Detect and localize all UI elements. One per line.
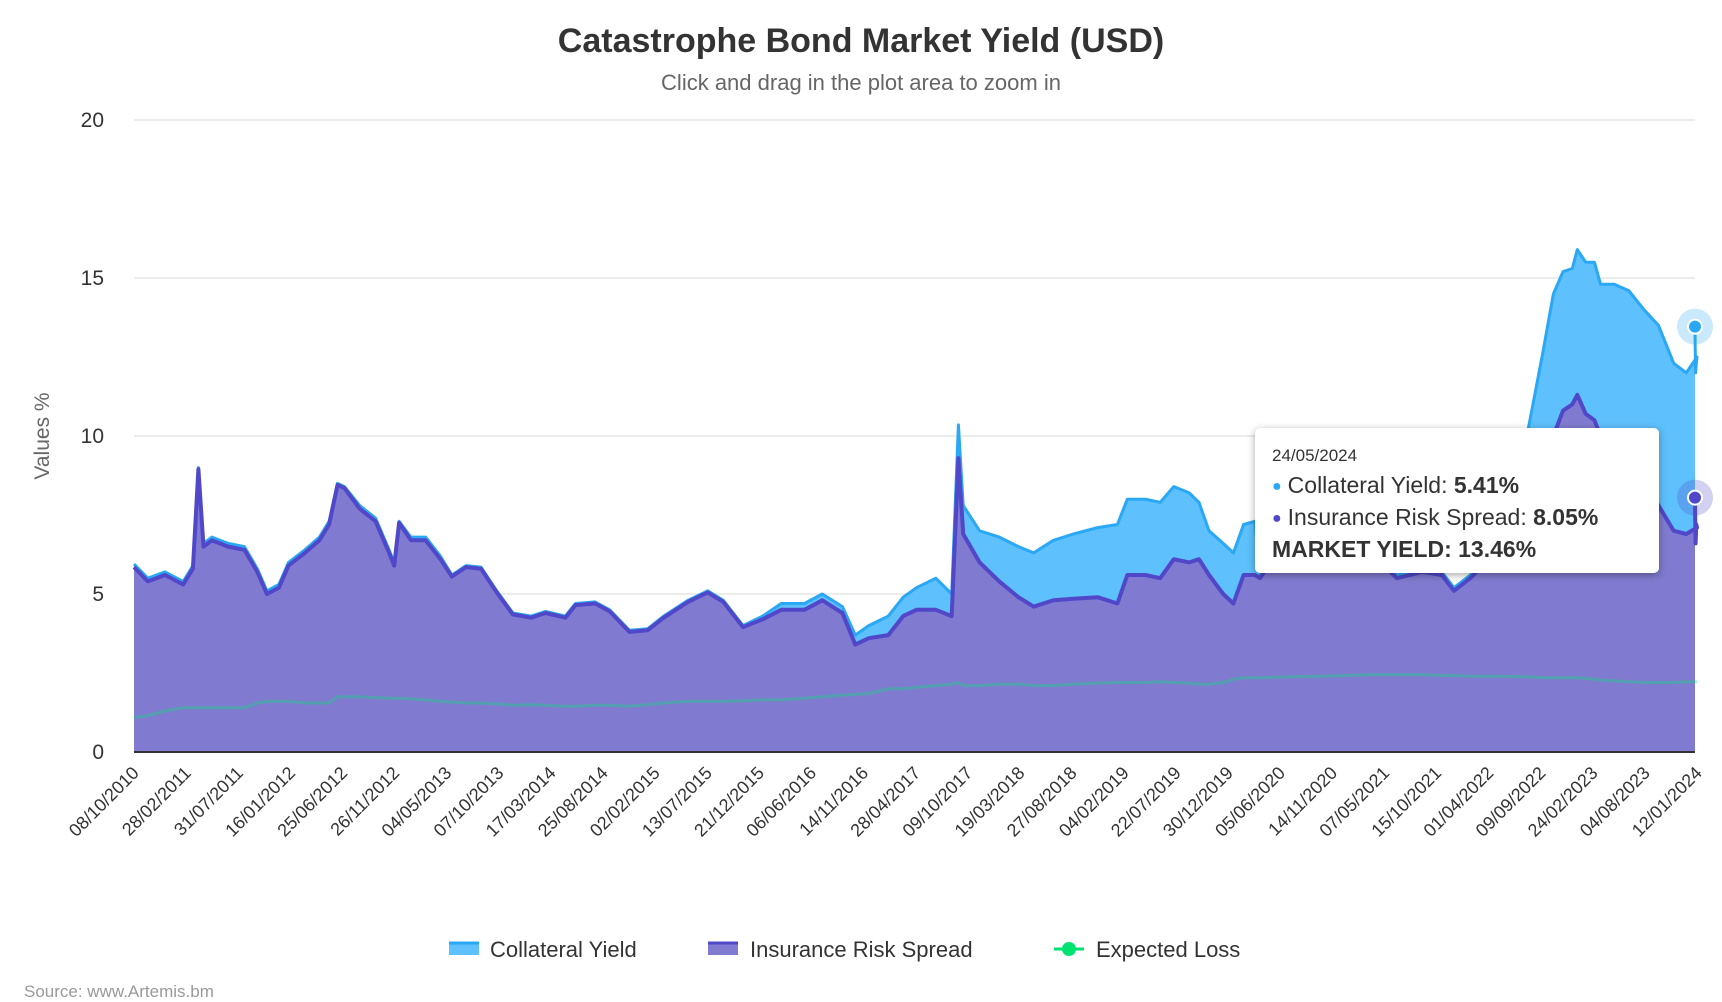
plot-area[interactable]: [132, 248, 1713, 753]
legend-item-expected_loss[interactable]: Expected Loss: [1054, 937, 1240, 962]
tooltip-spread: ● Insurance Risk Spread: 8.05%: [1272, 504, 1599, 530]
x-axis-labels: 08/10/201028/02/201131/07/201116/01/2012…: [65, 763, 1706, 841]
y-axis-labels: 0 5 10 15 20: [81, 109, 104, 764]
spread-hover-marker: [1687, 489, 1703, 506]
tooltip-collateral: ● Collateral Yield: 5.41%: [1272, 472, 1520, 498]
chart-title: Catastrophe Bond Market Yield (USD): [558, 22, 1164, 60]
spread-dot-icon: ●: [1272, 510, 1282, 527]
legend-marker-icon: [1062, 942, 1076, 956]
y-tick-label: 15: [81, 267, 104, 290]
y-tick-label: 10: [81, 425, 104, 448]
chart-subtitle: Click and drag in the plot area to zoom …: [661, 70, 1061, 95]
legend-area-icon: [708, 943, 738, 955]
tooltip: 24/05/2024 ● Collateral Yield: 5.41% ● Ins…: [1255, 428, 1659, 573]
insurance-risk-spread-area: [134, 394, 1697, 752]
legend-label: Collateral Yield: [490, 937, 637, 962]
source-credit[interactable]: Source: www.Artemis.bm: [24, 982, 214, 1001]
y-axis-title: Values %: [31, 392, 54, 479]
legend-label: Insurance Risk Spread: [750, 937, 973, 962]
y-tick-label: 5: [92, 583, 104, 606]
tooltip-market-yield: MARKET YIELD: 13.46%: [1272, 536, 1537, 562]
tooltip-date: 24/05/2024: [1272, 446, 1358, 465]
legend-area-icon: [449, 943, 479, 955]
legend-item-collateral[interactable]: Collateral Yield: [449, 937, 637, 962]
y-tick-label: 0: [92, 741, 104, 764]
y-tick-label: 20: [81, 109, 104, 132]
collateral-hover-marker: [1687, 318, 1703, 335]
collateral-dot-icon: ●: [1272, 478, 1282, 495]
legend: Collateral Yield Insurance Risk Spread Exp…: [449, 937, 1240, 962]
legend-label: Expected Loss: [1096, 937, 1240, 962]
expected-loss-line: [133, 673, 1697, 719]
legend-item-spread[interactable]: Insurance Risk Spread: [708, 937, 973, 962]
